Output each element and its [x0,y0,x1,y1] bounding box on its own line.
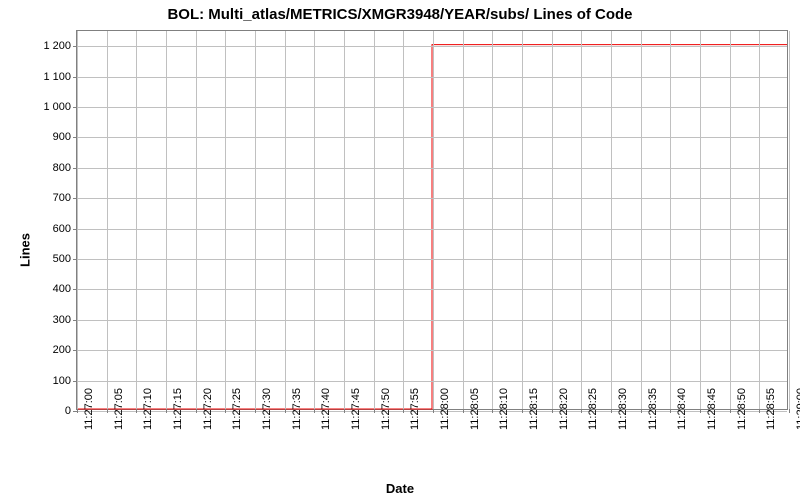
xtick-label: 11:28:20 [552,388,570,430]
xtick-label: 11:28:45 [700,388,718,430]
gridline-horizontal [77,107,787,108]
gridline-vertical [255,31,256,409]
plot-area: 01002003004005006007008009001 0001 1001 … [76,30,788,410]
gridline-vertical [136,31,137,409]
gridline-vertical [463,31,464,409]
gridline-horizontal [77,289,787,290]
ytick-label: 1 200 [43,40,77,52]
xtick-label: 11:27:35 [285,388,303,430]
xtick-label: 11:27:20 [196,388,214,430]
gridline-vertical [641,31,642,409]
xtick-label: 11:28:40 [670,388,688,430]
ytick-label: 300 [53,314,77,326]
ytick-label: 1 100 [43,71,77,83]
gridline-vertical [730,31,731,409]
xtick-label: 11:28:10 [492,388,510,430]
x-axis-label: Date [0,481,800,496]
gridline-vertical [789,31,790,409]
gridline-vertical [285,31,286,409]
gridline-vertical [314,31,315,409]
xtick-label: 11:28:25 [581,388,599,430]
gridline-vertical [403,31,404,409]
xtick-label: 11:29:00 [789,388,800,430]
xtick-label: 11:28:50 [730,388,748,430]
gridline-horizontal [77,46,787,47]
gridline-vertical [225,31,226,409]
ytick-label: 100 [53,375,77,387]
ytick-label: 700 [53,192,77,204]
ytick-label: 400 [53,283,77,295]
gridline-horizontal [77,137,787,138]
xtick-label: 11:28:30 [611,388,629,430]
gridline-vertical [433,31,434,409]
xtick-label: 11:27:15 [166,388,184,430]
gridline-horizontal [77,320,787,321]
gridline-vertical [492,31,493,409]
xtick-label: 11:27:30 [255,388,273,430]
gridline-vertical [344,31,345,409]
gridline-vertical [522,31,523,409]
gridline-horizontal [77,381,787,382]
chart-title: BOL: Multi_atlas/METRICS/XMGR3948/YEAR/s… [0,6,800,23]
xtick-label: 11:27:55 [403,388,421,430]
ytick-label: 1 000 [43,101,77,113]
gridline-vertical [759,31,760,409]
xtick-label: 11:27:00 [77,388,95,430]
xtick-label: 11:27:05 [107,388,125,430]
gridline-vertical [581,31,582,409]
xtick-label: 11:28:35 [641,388,659,430]
xtick-label: 11:28:55 [759,388,777,430]
xtick-label: 11:27:50 [374,388,392,430]
y-axis-label: Lines [17,233,32,267]
ytick-label: 0 [65,405,77,417]
xtick-label: 11:28:05 [463,388,481,430]
gridline-vertical [552,31,553,409]
gridline-vertical [107,31,108,409]
ytick-label: 200 [53,344,77,356]
xtick-label: 11:27:40 [314,388,332,430]
xtick-label: 11:28:15 [522,388,540,430]
gridline-vertical [611,31,612,409]
gridline-vertical [196,31,197,409]
gridline-horizontal [77,168,787,169]
xtick-label: 11:27:25 [225,388,243,430]
xtick-label: 11:28:00 [433,388,451,430]
ytick-label: 800 [53,162,77,174]
gridline-vertical [77,31,78,409]
gridline-vertical [670,31,671,409]
data-line [77,45,787,409]
gridline-vertical [374,31,375,409]
gridline-horizontal [77,259,787,260]
gridline-vertical [700,31,701,409]
gridline-horizontal [77,229,787,230]
gridline-horizontal [77,77,787,78]
gridline-vertical [166,31,167,409]
ytick-label: 900 [53,131,77,143]
ytick-label: 600 [53,223,77,235]
xtick-label: 11:27:10 [136,388,154,430]
gridline-horizontal [77,350,787,351]
gridline-horizontal [77,198,787,199]
xtick-label: 11:27:45 [344,388,362,430]
line-series [77,31,787,409]
ytick-label: 500 [53,253,77,265]
